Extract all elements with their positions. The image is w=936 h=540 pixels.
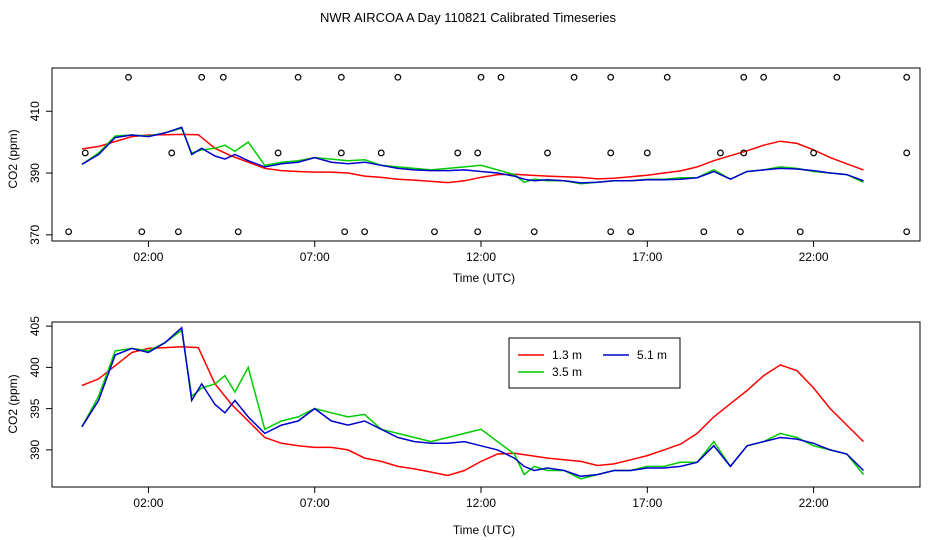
- top-x-axis-label: Time (UTC): [453, 271, 515, 285]
- top-sample-marker: [497, 73, 505, 81]
- top-x-tick-label: 12:00: [466, 250, 496, 264]
- top-sample-marker: [454, 149, 462, 157]
- bottom-x-axis-label: Time (UTC): [453, 523, 515, 537]
- top-series-line-3-5-m: [81, 127, 864, 185]
- top-x-axis: 02:00 07:00 12:00 17:00 22:00: [133, 240, 829, 264]
- bottom-y-axis: 390 395 400 405: [28, 316, 53, 460]
- top-sample-marker: [544, 149, 551, 157]
- bottom-x-tick-label: 22:00: [799, 496, 829, 510]
- bottom-x-tick-label: 07:00: [300, 496, 330, 510]
- bottom-y-tick-label: 390: [28, 440, 42, 460]
- bottom-y-tick-label: 405: [28, 316, 42, 336]
- top-sample-marker: [361, 228, 369, 236]
- top-sample-marker: [570, 73, 578, 81]
- top-sample-marker: [663, 73, 671, 81]
- figure-title: NWR AIRCOA A Day 110821 Calibrated Times…: [320, 10, 616, 25]
- top-plot-frame: [51, 67, 921, 242]
- top-sample-marker: [740, 149, 748, 157]
- top-sample-marker: [796, 228, 804, 236]
- top-sample-marker: [903, 149, 911, 157]
- top-sample-marker: [341, 228, 349, 236]
- top-y-axis-label: CO2 (ppm): [6, 129, 20, 188]
- top-sample-marker: [627, 228, 635, 236]
- top-sample-marker: [168, 149, 176, 157]
- top-x-tick-label: 22:00: [799, 250, 829, 264]
- bottom-series-line-3-5-m: [81, 328, 865, 480]
- top-sample-marker: [198, 73, 206, 81]
- top-sample-marker: [833, 73, 841, 81]
- top-sample-marker: [474, 149, 482, 157]
- top-panel: 370 390 410 02:00 07:00 12:00 17:00 22:00 Time…: [6, 67, 921, 285]
- bottom-x-tick-label: 02:00: [133, 496, 163, 510]
- bottom-x-tick-label: 12:00: [466, 496, 496, 510]
- top-sample-marker: [294, 73, 302, 81]
- top-sample-marker: [219, 73, 227, 81]
- top-sample-marker: [234, 228, 242, 236]
- top-sample-marker: [737, 228, 744, 236]
- top-sample-marker: [740, 73, 748, 81]
- legend-label-5-1m: 5.1 m: [637, 348, 667, 362]
- top-series-line-5-1-m: [81, 126, 864, 184]
- bottom-series-line-5-1-m: [81, 326, 865, 478]
- bottom-y-axis-label: CO2 (ppm): [6, 374, 20, 433]
- top-series-group: [81, 126, 864, 185]
- top-sample-marker: [903, 228, 911, 236]
- top-x-tick-label: 02:00: [133, 250, 163, 264]
- bottom-x-tick-label: 17:00: [632, 496, 662, 510]
- top-series-line-1-3-m: [81, 133, 864, 184]
- top-sample-marker: [81, 149, 89, 157]
- top-sample-marker: [607, 228, 615, 236]
- bottom-panel: 390 395 400 405 02:00 07:00 12:00 17:00 22:00 1…: [6, 316, 921, 537]
- top-sample-marker: [477, 73, 485, 81]
- top-sample-marker: [760, 73, 768, 81]
- bottom-x-axis: 02:00 07:00 12:00 17:00 22:00: [133, 486, 829, 510]
- top-sample-marker: [337, 73, 345, 81]
- top-sample-marker: [700, 228, 708, 236]
- top-y-tick-label: 390: [28, 163, 42, 183]
- top-sample-marker: [65, 228, 73, 236]
- bottom-series-group: [81, 326, 865, 480]
- top-sample-marker: [810, 149, 817, 157]
- top-sample-marker: [125, 73, 132, 81]
- legend-label-3-5m: 3.5 m: [552, 365, 582, 379]
- top-sample-marker: [643, 149, 651, 157]
- top-sample-marker: [530, 228, 538, 236]
- bottom-series-line-1-3-m: [81, 346, 865, 477]
- top-sample-marker: [394, 73, 402, 81]
- top-sample-marker: [431, 228, 438, 236]
- bottom-y-tick-label: 395: [28, 398, 42, 418]
- bottom-y-tick-label: 400: [28, 357, 42, 377]
- top-y-tick-label: 370: [28, 224, 42, 244]
- top-sample-marker: [607, 73, 615, 81]
- top-sample-marker: [474, 228, 482, 236]
- top-y-tick-label: 410: [28, 101, 42, 121]
- top-sample-marker: [274, 149, 282, 157]
- top-sample-marker: [903, 73, 911, 81]
- legend-label-1-3m: 1.3 m: [552, 348, 582, 362]
- top-markers-group: [65, 73, 911, 236]
- legend-box: [508, 337, 681, 389]
- top-x-tick-label: 07:00: [300, 250, 330, 264]
- top-sample-marker: [138, 228, 146, 236]
- top-sample-marker: [717, 149, 724, 157]
- top-x-tick-label: 17:00: [632, 250, 662, 264]
- top-sample-marker: [174, 228, 182, 236]
- top-y-axis: 370 390 410: [28, 101, 53, 245]
- legend: 1.3 m 5.1 m 3.5 m: [508, 337, 681, 389]
- top-sample-marker: [607, 149, 615, 157]
- top-sample-marker: [377, 149, 385, 157]
- top-sample-marker: [337, 149, 345, 157]
